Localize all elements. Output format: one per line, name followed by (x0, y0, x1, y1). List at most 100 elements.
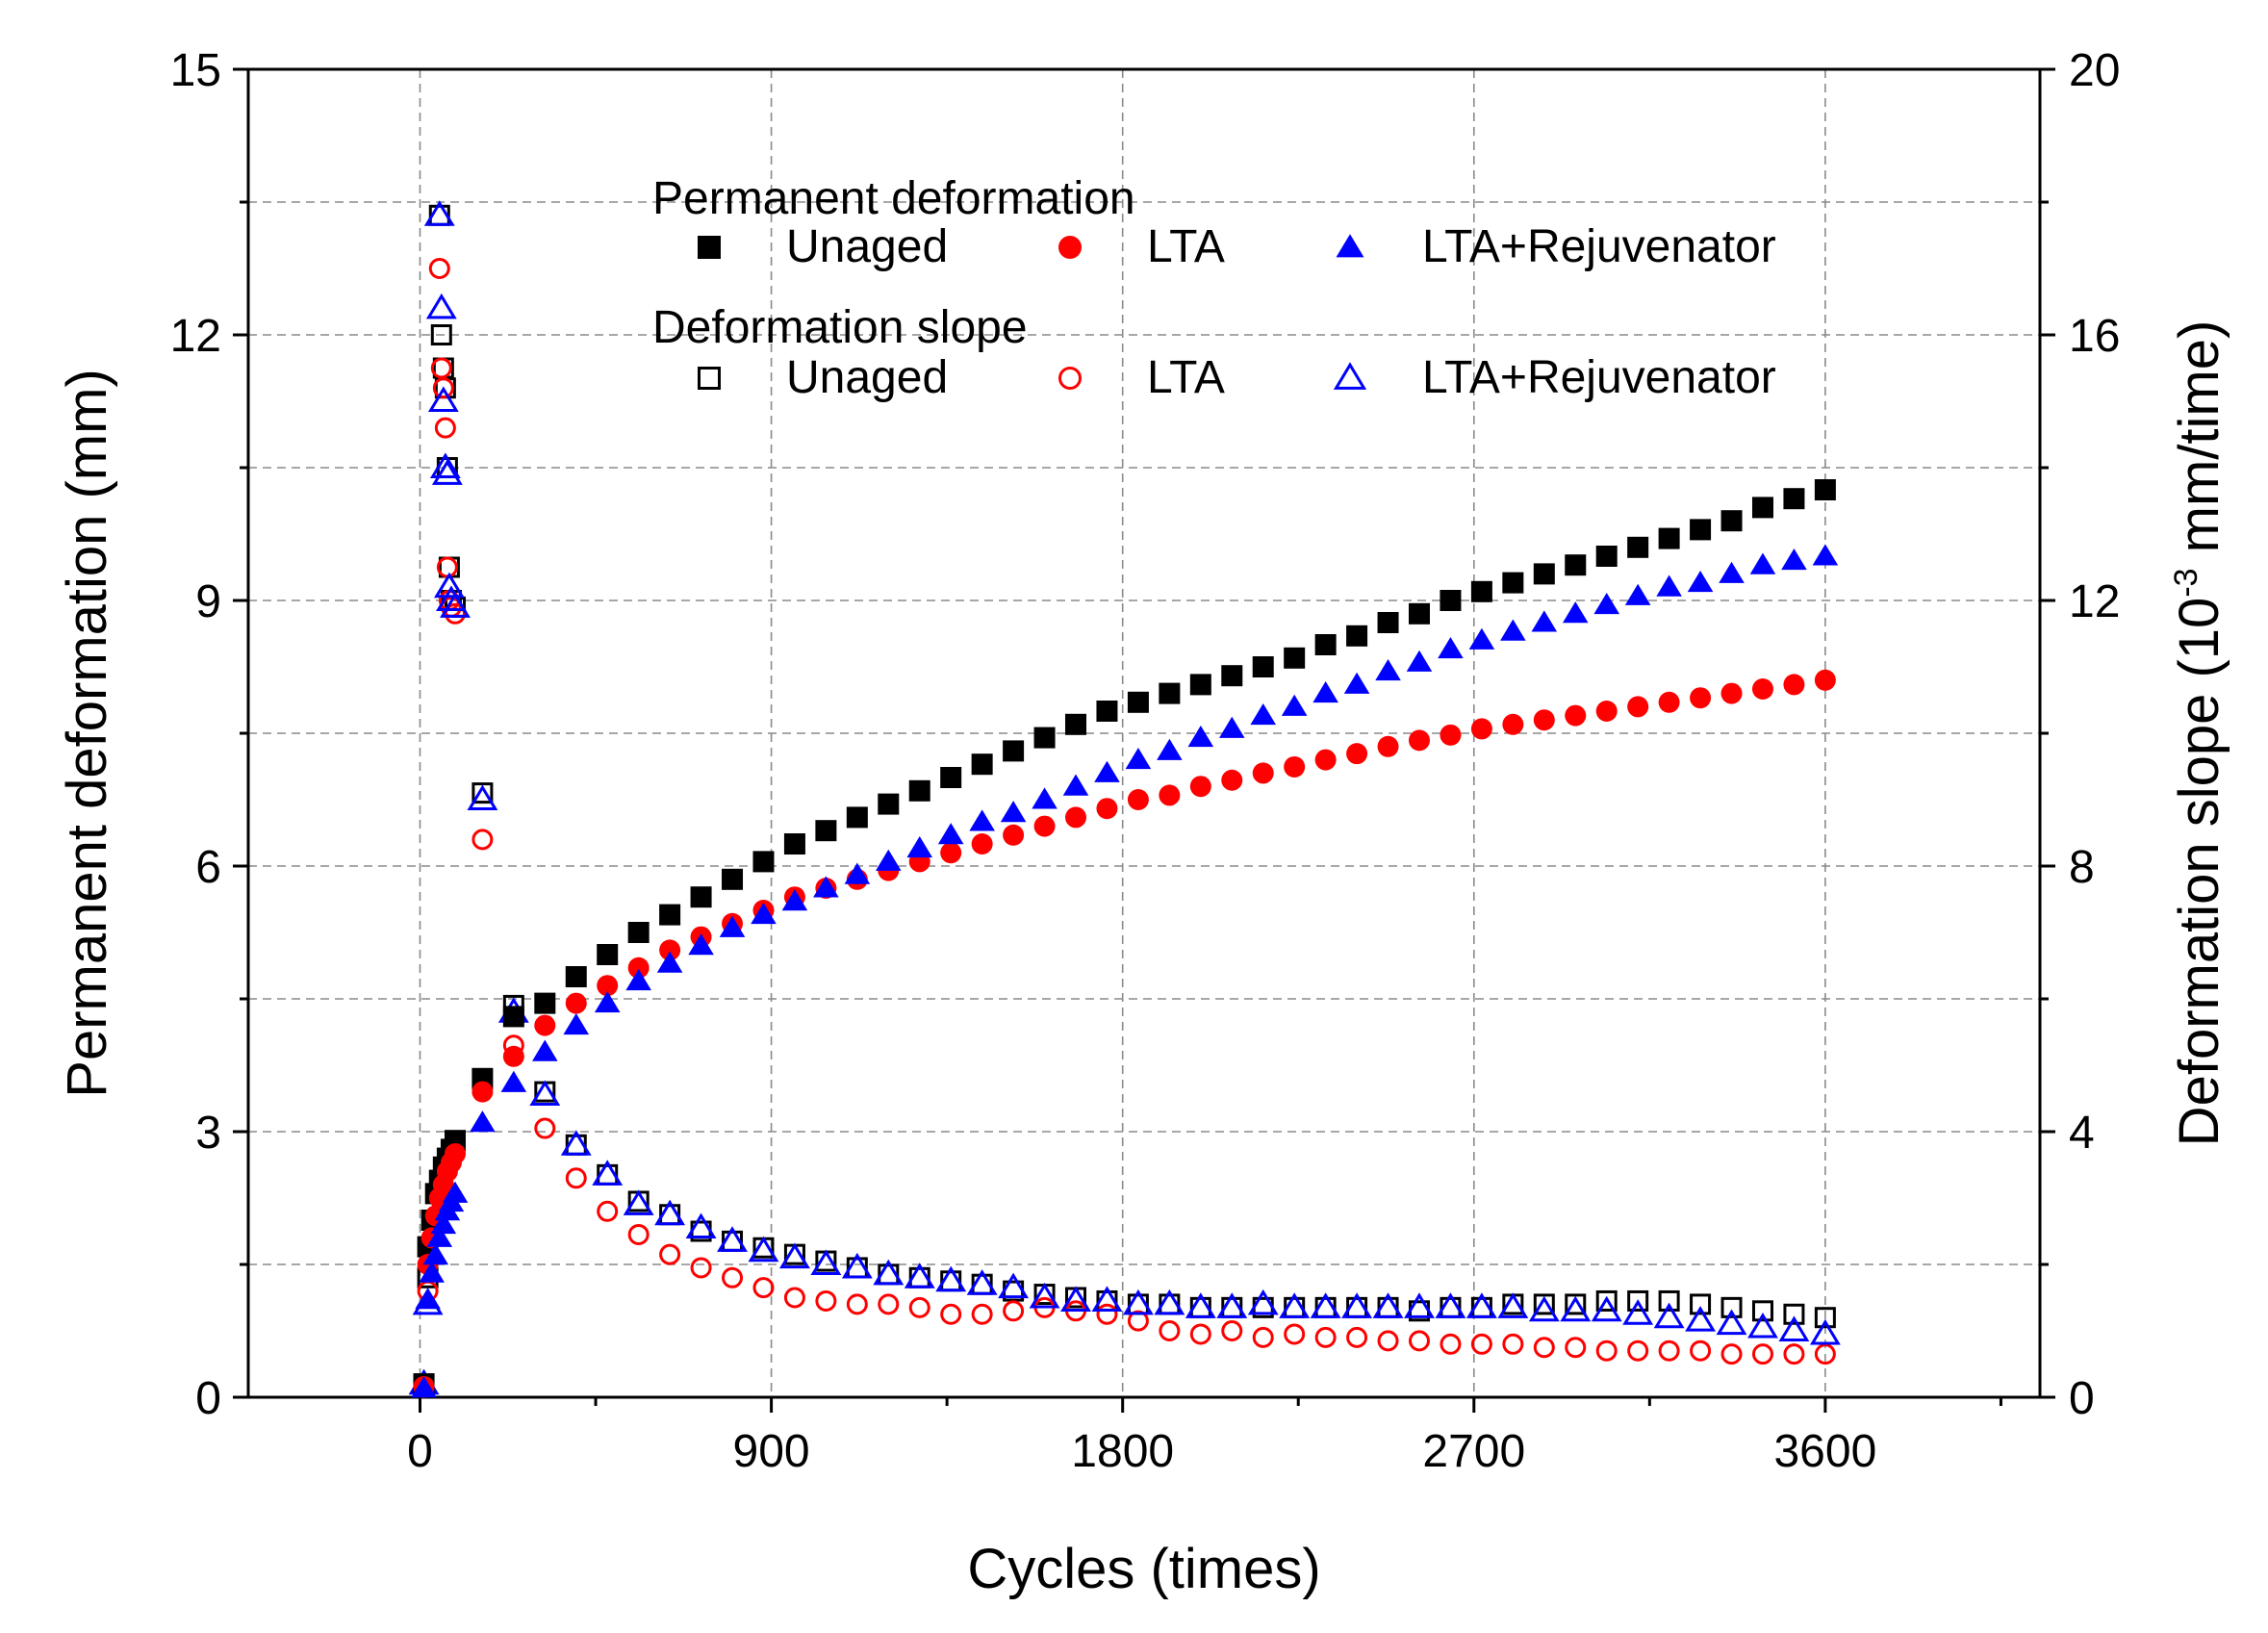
data-point (1716, 1309, 1747, 1336)
data-point (1375, 658, 1401, 681)
data-point (1377, 1330, 1399, 1352)
data-point (565, 992, 587, 1014)
data-point (1284, 755, 1306, 778)
data-point (442, 1181, 469, 1203)
data-point (623, 1189, 654, 1215)
data-point (748, 1236, 779, 1263)
data-point (940, 842, 962, 864)
data-point (1690, 519, 1712, 541)
data-point (565, 1167, 587, 1189)
data-point (1314, 634, 1337, 655)
data-point (1154, 1289, 1185, 1315)
y2-tick-label: 8 (2069, 842, 2095, 893)
data-point (1408, 1330, 1430, 1352)
data-point (1627, 1289, 1649, 1312)
y2-tick-label: 16 (2069, 311, 2120, 362)
data-point (1622, 1299, 1654, 1325)
data-point (1159, 682, 1181, 704)
series-lta-rejuvenator-open-triangle (408, 200, 1841, 1395)
data-point (1314, 1326, 1337, 1348)
data-point (1312, 680, 1338, 703)
data-point (1062, 774, 1089, 796)
data-point (878, 793, 900, 815)
y-tick-label: 3 (195, 1108, 221, 1159)
data-point (560, 1130, 592, 1156)
data-point (434, 417, 456, 439)
data-point (935, 1265, 967, 1292)
data-point (1372, 1292, 1404, 1318)
data-point (876, 849, 902, 871)
data-point (426, 1225, 453, 1247)
legend-label: Unaged (786, 221, 948, 272)
data-point (1783, 1343, 1805, 1365)
data-point (846, 1293, 868, 1315)
data-point (597, 944, 619, 965)
y2-axis-title-unit: mm/time) (2168, 320, 2230, 569)
legend-marker-filled-triangle (1336, 234, 1364, 258)
data-point (1252, 1326, 1274, 1348)
data-point (502, 1006, 524, 1028)
data-point (1533, 709, 1555, 731)
legend-marker-open-circle (1058, 367, 1082, 390)
data-point (430, 357, 452, 379)
data-point (597, 975, 619, 997)
data-point (1406, 650, 1433, 672)
data-point (1091, 1286, 1123, 1312)
data-point (1502, 713, 1524, 735)
data-point (529, 1080, 561, 1107)
data-point (1314, 749, 1337, 771)
data-point (471, 829, 494, 851)
data-point (1783, 674, 1805, 696)
data-point (1533, 1337, 1555, 1359)
data-point (1502, 1333, 1524, 1355)
data-point (969, 809, 995, 831)
data-point (873, 1259, 905, 1286)
data-point (1096, 1303, 1118, 1325)
data-point (1440, 590, 1462, 611)
legend-marker-filled-circle (1058, 236, 1082, 259)
data-point (908, 779, 930, 802)
data-layer (408, 200, 1841, 1398)
data-point (1440, 1333, 1462, 1355)
data-point (1627, 696, 1649, 718)
data-point (1751, 678, 1773, 700)
data-point (690, 1257, 712, 1279)
data-point (1533, 563, 1555, 585)
data-point (1687, 570, 1714, 593)
data-point (470, 1110, 496, 1133)
data-point (656, 951, 683, 973)
data-point (1343, 672, 1370, 694)
data-point (1502, 572, 1524, 594)
data-point (1096, 798, 1118, 820)
data-point (1747, 1312, 1778, 1339)
data-point (1065, 713, 1087, 735)
legend-marker-filled-square (698, 236, 721, 259)
data-point (425, 293, 457, 319)
data-point (1595, 701, 1618, 722)
data-point (1497, 1292, 1529, 1318)
data-point (1749, 552, 1776, 574)
data-point (722, 868, 744, 890)
y2-tick-label: 4 (2069, 1108, 2095, 1159)
data-point (940, 767, 962, 788)
data-point (722, 1266, 744, 1289)
data-point (717, 1226, 748, 1252)
data-point (1221, 769, 1243, 791)
data-point (1751, 1343, 1773, 1365)
data-point (1279, 1292, 1311, 1318)
data-point (1159, 784, 1181, 806)
data-point (1470, 580, 1492, 602)
data-point (1658, 1289, 1680, 1312)
legend-label: LTA+Rejuvenator (1422, 352, 1776, 403)
data-point (1814, 1343, 1836, 1365)
data-point (433, 572, 465, 599)
data-point (1720, 1296, 1743, 1318)
data-point (904, 1263, 935, 1289)
data-point (532, 1039, 558, 1061)
data-point (1438, 636, 1464, 659)
data-point (1029, 1282, 1060, 1309)
data-point (1408, 729, 1430, 752)
data-point (1562, 601, 1589, 624)
data-point (1591, 1295, 1622, 1322)
data-point (429, 452, 461, 478)
